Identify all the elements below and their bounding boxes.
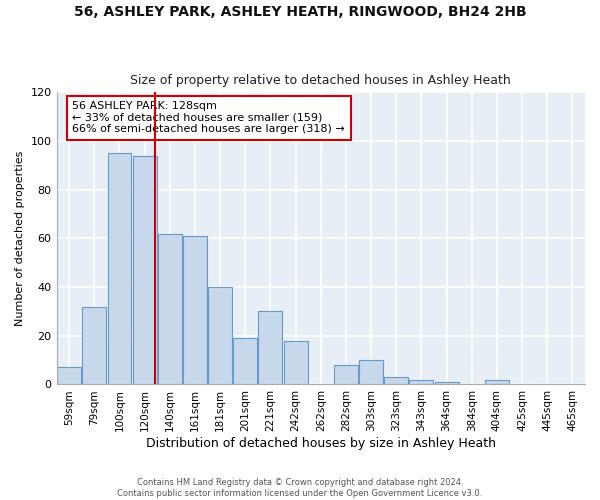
Text: Contains HM Land Registry data © Crown copyright and database right 2024.
Contai: Contains HM Land Registry data © Crown c… bbox=[118, 478, 482, 498]
Bar bbox=[259, 312, 283, 384]
Bar bbox=[233, 338, 257, 384]
X-axis label: Distribution of detached houses by size in Ashley Heath: Distribution of detached houses by size … bbox=[146, 437, 496, 450]
Bar bbox=[208, 287, 232, 384]
Text: 56, ASHLEY PARK, ASHLEY HEATH, RINGWOOD, BH24 2HB: 56, ASHLEY PARK, ASHLEY HEATH, RINGWOOD,… bbox=[74, 5, 526, 19]
Bar bbox=[57, 368, 81, 384]
Bar bbox=[133, 156, 157, 384]
Bar bbox=[107, 153, 131, 384]
Text: 56 ASHLEY PARK: 128sqm
← 33% of detached houses are smaller (159)
66% of semi-de: 56 ASHLEY PARK: 128sqm ← 33% of detached… bbox=[73, 101, 345, 134]
Bar bbox=[183, 236, 207, 384]
Bar bbox=[284, 340, 308, 384]
Bar bbox=[334, 365, 358, 384]
Bar bbox=[409, 380, 433, 384]
Bar bbox=[385, 377, 408, 384]
Title: Size of property relative to detached houses in Ashley Heath: Size of property relative to detached ho… bbox=[130, 74, 511, 87]
Bar bbox=[359, 360, 383, 384]
Bar bbox=[158, 234, 182, 384]
Bar bbox=[434, 382, 458, 384]
Bar bbox=[82, 306, 106, 384]
Bar bbox=[485, 380, 509, 384]
Y-axis label: Number of detached properties: Number of detached properties bbox=[15, 150, 25, 326]
